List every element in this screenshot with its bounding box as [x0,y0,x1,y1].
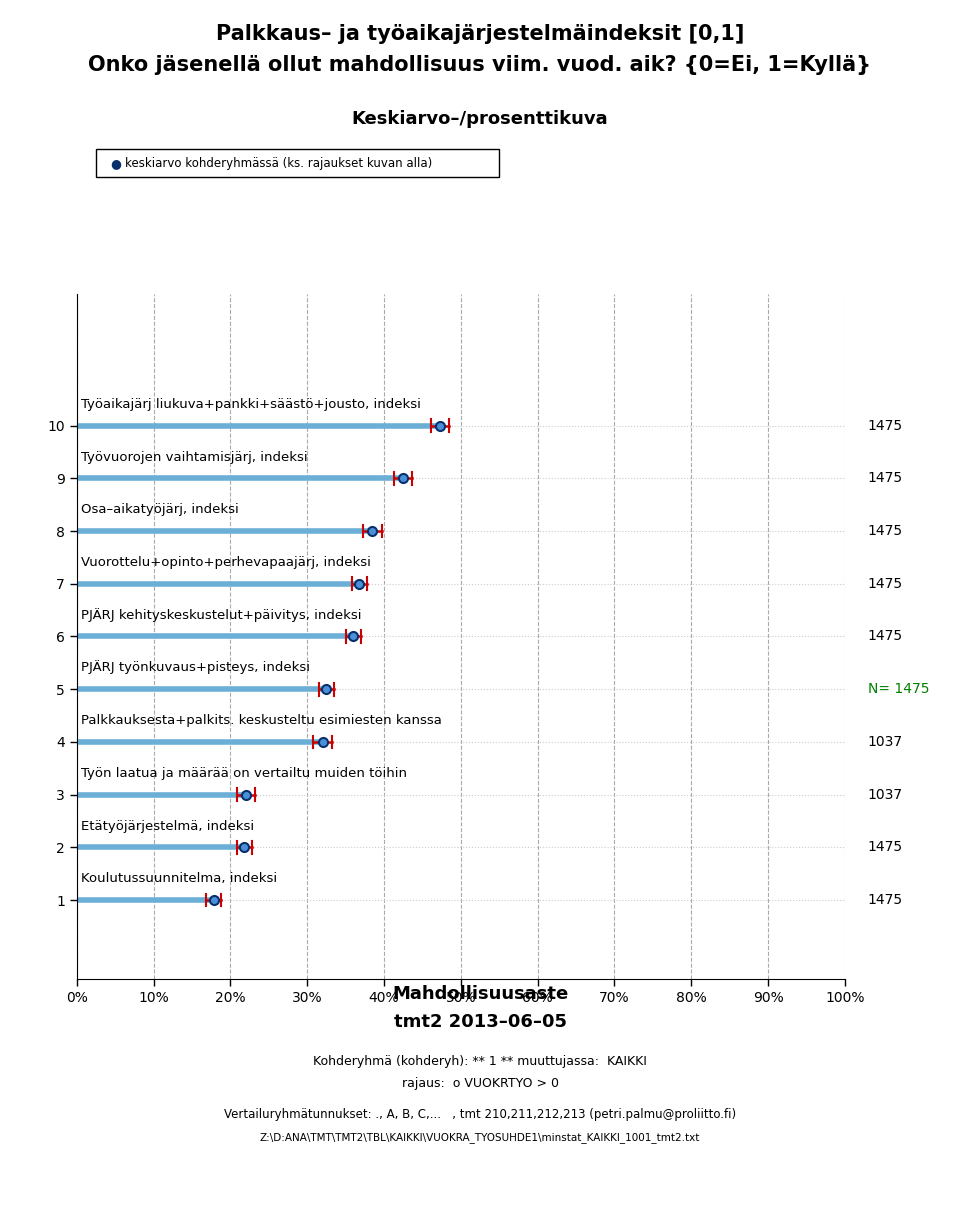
Text: 1475: 1475 [868,524,903,539]
Text: Työaikajärj liukuva+pankki+säästö+jousto, indeksi: Työaikajärj liukuva+pankki+säästö+jousto… [81,398,420,411]
Text: rajaus:  o VUOKRTYO > 0: rajaus: o VUOKRTYO > 0 [401,1077,559,1091]
Text: Z:\D:ANA\TMT\TMT2\TBL\KAIKKI\VUOKRA_TYOSUHDE1\minstat_KAIKKI_1001_tmt2.txt: Z:\D:ANA\TMT\TMT2\TBL\KAIKKI\VUOKRA_TYOS… [260,1132,700,1143]
Text: 1475: 1475 [868,471,903,485]
Text: keskiarvo kohderyhmässä (ks. rajaukset kuvan alla): keskiarvo kohderyhmässä (ks. rajaukset k… [125,157,432,170]
Text: Työvuorojen vaihtamisjärj, indeksi: Työvuorojen vaihtamisjärj, indeksi [81,450,307,464]
Text: tmt2 2013–06–05: tmt2 2013–06–05 [394,1013,566,1032]
Text: Palkkauksesta+palkits. keskusteltu esimiesten kanssa: Palkkauksesta+palkits. keskusteltu esimi… [81,714,442,727]
Text: Etätyöjärjestelmä, indeksi: Etätyöjärjestelmä, indeksi [81,820,253,832]
Text: PJÄRJ kehityskeskustelut+päivitys, indeksi: PJÄRJ kehityskeskustelut+päivitys, indek… [81,608,361,622]
Text: Palkkaus– ja työaikajärjestelmäindeksit [0,1]: Palkkaus– ja työaikajärjestelmäindeksit … [216,24,744,44]
Text: 1475: 1475 [868,841,903,854]
Text: 1037: 1037 [868,734,903,749]
Text: ●: ● [110,157,121,170]
Text: N= 1475: N= 1475 [868,682,929,696]
Text: 1475: 1475 [868,419,903,432]
Text: PJÄRJ työnkuvaus+pisteys, indeksi: PJÄRJ työnkuvaus+pisteys, indeksi [81,661,310,674]
Text: Onko jäsenellä ollut mahdollisuus viim. vuod. aik? {0=Ei, 1=Kyllä}: Onko jäsenellä ollut mahdollisuus viim. … [88,55,872,75]
Text: 1475: 1475 [868,629,903,644]
Text: Kohderyhmä (kohderyh): ** 1 ** muuttujassa:  KAIKKI: Kohderyhmä (kohderyh): ** 1 ** muuttujas… [313,1055,647,1069]
Text: Vuorottelu+opinto+perhevapaajärj, indeksi: Vuorottelu+opinto+perhevapaajärj, indeks… [81,556,371,569]
Text: 1475: 1475 [868,577,903,591]
Text: Mahdollisuusaste: Mahdollisuusaste [392,985,568,1004]
Text: Keskiarvo–/prosenttikuva: Keskiarvo–/prosenttikuva [351,110,609,129]
Text: Koulutussuunnitelma, indeksi: Koulutussuunnitelma, indeksi [81,873,276,885]
Text: Osa–aikatyöjärj, indeksi: Osa–aikatyöjärj, indeksi [81,503,238,517]
Text: 1037: 1037 [868,788,903,802]
Text: Vertailuryhmätunnukset: ., A, B, C,...   , tmt 210,211,212,213 (petri.palmu@prol: Vertailuryhmätunnukset: ., A, B, C,... ,… [224,1108,736,1121]
Text: 1475: 1475 [868,894,903,907]
Text: Työn laatua ja määrää on vertailtu muiden töihin: Työn laatua ja määrää on vertailtu muide… [81,767,407,780]
